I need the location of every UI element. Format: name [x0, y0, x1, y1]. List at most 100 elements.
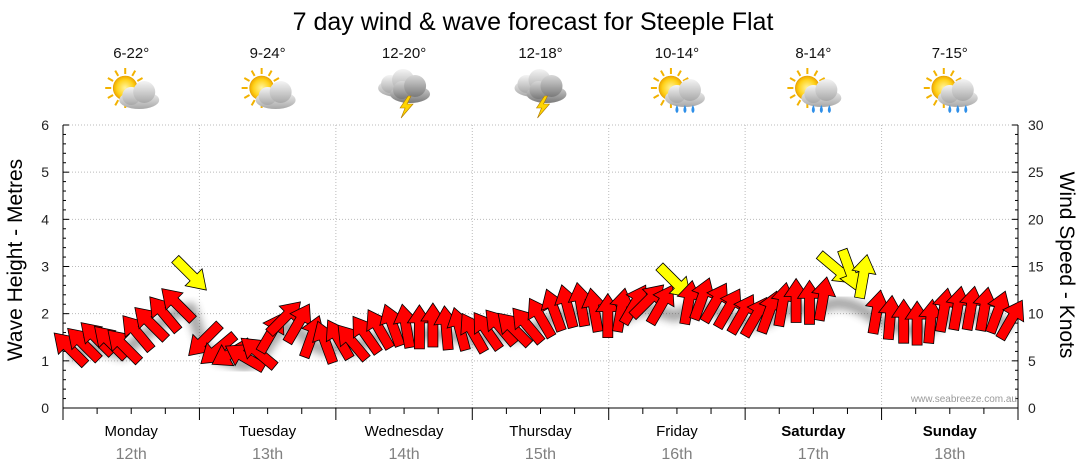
wind-arrow: [567, 281, 593, 328]
sun-ray: [818, 77, 826, 82]
cloud: [526, 75, 567, 103]
wind-arrow: [811, 276, 837, 322]
sun-ray: [796, 70, 802, 77]
day-date: 17th: [798, 446, 829, 463]
sun-ray: [949, 70, 955, 77]
wind-arrow: [420, 302, 446, 348]
right-axis-label: Wind Speed - Knots: [1055, 172, 1078, 359]
sun-ray: [107, 77, 114, 82]
day-date: 14th: [389, 446, 420, 463]
left-axis-ticks: 0 1 2 3 4 5 6: [41, 117, 49, 416]
wind-arrow: [134, 307, 171, 343]
wind-arrow: [890, 298, 917, 344]
day-temperature: 8-14°: [795, 45, 831, 62]
day-temperature: 12-20°: [382, 45, 426, 62]
rain-drop: [811, 105, 815, 113]
sun-ray: [114, 99, 120, 106]
day-date: 18th: [934, 446, 965, 463]
left-axis-label: Wave Height - Metres: [4, 159, 27, 361]
lightning-bolt: [399, 95, 414, 119]
day-date: 13th: [252, 446, 283, 463]
rain-drop: [683, 105, 687, 113]
day-name: Monday: [105, 423, 159, 440]
day-name: Sunday: [923, 423, 978, 440]
right-axis-ticks: 0 5 10 15 20 25 30: [1028, 117, 1044, 416]
right-tick-label: 5: [1028, 353, 1036, 369]
wind-arrow: [240, 337, 279, 371]
wind-arrow: [699, 282, 729, 325]
lightning-bolt: [535, 95, 551, 119]
sun-ray: [107, 94, 114, 99]
sun-ray: [660, 70, 665, 77]
left-tick-label: 0: [41, 400, 49, 416]
right-tick-label: 0: [1028, 400, 1036, 416]
wind-arrow: [122, 315, 156, 354]
sun-ray: [653, 94, 660, 99]
day-date: 15th: [525, 446, 556, 463]
sun-cloud-icon: [105, 68, 160, 109]
daily-temperatures: 6-22° 9-24° 12-20° 12-18° 10-14° 8-14° 7-15°: [113, 45, 968, 62]
sun-cloud-rain-icon: [787, 68, 842, 113]
rain-drop: [956, 105, 960, 113]
day-temperature: 12-18°: [518, 45, 562, 62]
right-tick-label: 25: [1028, 164, 1044, 180]
left-tick-label: 2: [41, 306, 49, 322]
sun-ray: [243, 94, 251, 99]
wind-arrow: [864, 289, 890, 335]
day-labels: Monday 12th Tuesday 13th Wednesday 14th Thursd…: [105, 423, 978, 463]
day-temperature: 7-15°: [932, 45, 968, 62]
day-name: Tuesday: [239, 423, 296, 440]
wind-arrow: [366, 309, 395, 351]
wind-arrow: [67, 327, 103, 364]
day-name: Thursday: [509, 423, 572, 440]
cloud: [801, 79, 842, 107]
wind-arrow: [392, 303, 418, 349]
wind-arrow: [352, 315, 383, 356]
day-name: Wednesday: [365, 423, 444, 440]
sun-cloud-icon: [241, 68, 296, 109]
rain-drop: [691, 105, 695, 113]
sun-ray: [653, 77, 660, 82]
sun-ray: [796, 99, 802, 106]
chart-title: 7 day wind & wave forecast for Steeple F…: [293, 8, 774, 36]
wind-arrow: [645, 284, 675, 327]
rain-drop: [675, 105, 679, 113]
sun-ray: [243, 77, 251, 82]
wind-arrow: [161, 288, 197, 324]
left-tick-label: 4: [41, 211, 49, 227]
day-date: 16th: [661, 446, 692, 463]
sun-ray: [813, 70, 819, 77]
sun-ray: [250, 70, 256, 77]
cloud: [390, 75, 431, 103]
sun-ray: [267, 70, 273, 77]
wind-arrow: [609, 287, 635, 333]
sun-cloud-rain-icon: [650, 68, 705, 113]
cloud: [119, 81, 160, 109]
sun-ray: [955, 77, 962, 82]
sun-ray: [682, 77, 689, 82]
right-tick-label: 20: [1028, 211, 1044, 227]
sun-ray: [932, 70, 938, 77]
wind-arrow: [473, 311, 504, 353]
sun-ray: [250, 99, 256, 106]
sun-ray: [925, 94, 933, 99]
rain-drop: [948, 105, 952, 113]
sun-cloud-rain-icon: [923, 68, 978, 113]
day-name: Saturday: [781, 423, 846, 440]
sun-ray: [660, 99, 665, 106]
sun-ray: [932, 99, 938, 106]
right-tick-label: 10: [1028, 306, 1044, 322]
rain-drop: [964, 105, 968, 113]
watermark: www.seabreeze.com.au: [910, 394, 1017, 405]
wind-arrow: [527, 297, 557, 340]
wind-arrow: [282, 303, 312, 346]
wind-arrow: [995, 299, 1025, 342]
storm-cloud-icon: [514, 69, 567, 119]
rain-drop: [827, 105, 831, 113]
wind-arrow: [972, 286, 998, 332]
sun-ray: [925, 77, 933, 82]
right-tick-label: 30: [1028, 117, 1044, 133]
wind-arrow: [53, 332, 90, 369]
wind-arrow: [512, 307, 546, 346]
